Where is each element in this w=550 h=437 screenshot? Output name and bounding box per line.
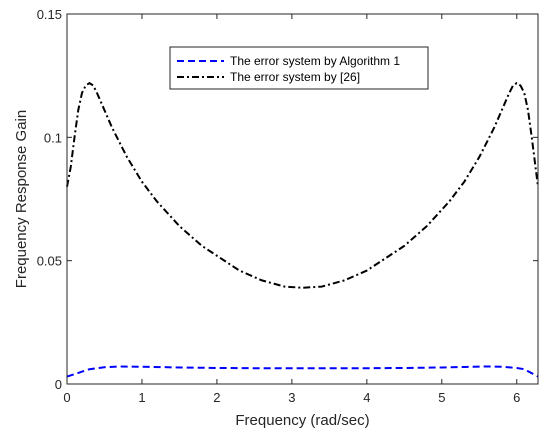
legend-label-ref-26: The error system by [26] xyxy=(230,70,360,84)
series-line-1 xyxy=(66,82,539,289)
x-tick-label: 4 xyxy=(363,390,370,405)
x-tick-label: 3 xyxy=(288,390,295,405)
legend-label-algorithm-1: The error system by Algorithm 1 xyxy=(230,54,400,68)
tick-layer: 0 1 2 3 4 5 6 0 0.05 0.1 0.15 xyxy=(37,7,538,405)
y-tick-label: 0.05 xyxy=(37,254,62,269)
plot-frame xyxy=(66,13,539,385)
legend: The error system by Algorithm 1 The erro… xyxy=(169,46,429,90)
legend-box xyxy=(169,46,429,90)
x-tick-label: 0 xyxy=(63,390,70,405)
y-axis-label: Frequency Response Gain xyxy=(13,110,30,288)
series-layer xyxy=(66,82,539,378)
y-tick-label: 0.15 xyxy=(37,7,62,22)
y-tick-label: 0.1 xyxy=(44,130,62,145)
x-axis-label: Frequency (rad/sec) xyxy=(235,412,369,429)
x-tick-label: 6 xyxy=(513,390,520,405)
x-tick-label: 1 xyxy=(138,390,145,405)
series-line-0 xyxy=(66,365,539,378)
x-tick-label: 2 xyxy=(213,390,220,405)
y-tick-label: 0 xyxy=(55,377,62,392)
x-tick-label: 5 xyxy=(438,390,445,405)
